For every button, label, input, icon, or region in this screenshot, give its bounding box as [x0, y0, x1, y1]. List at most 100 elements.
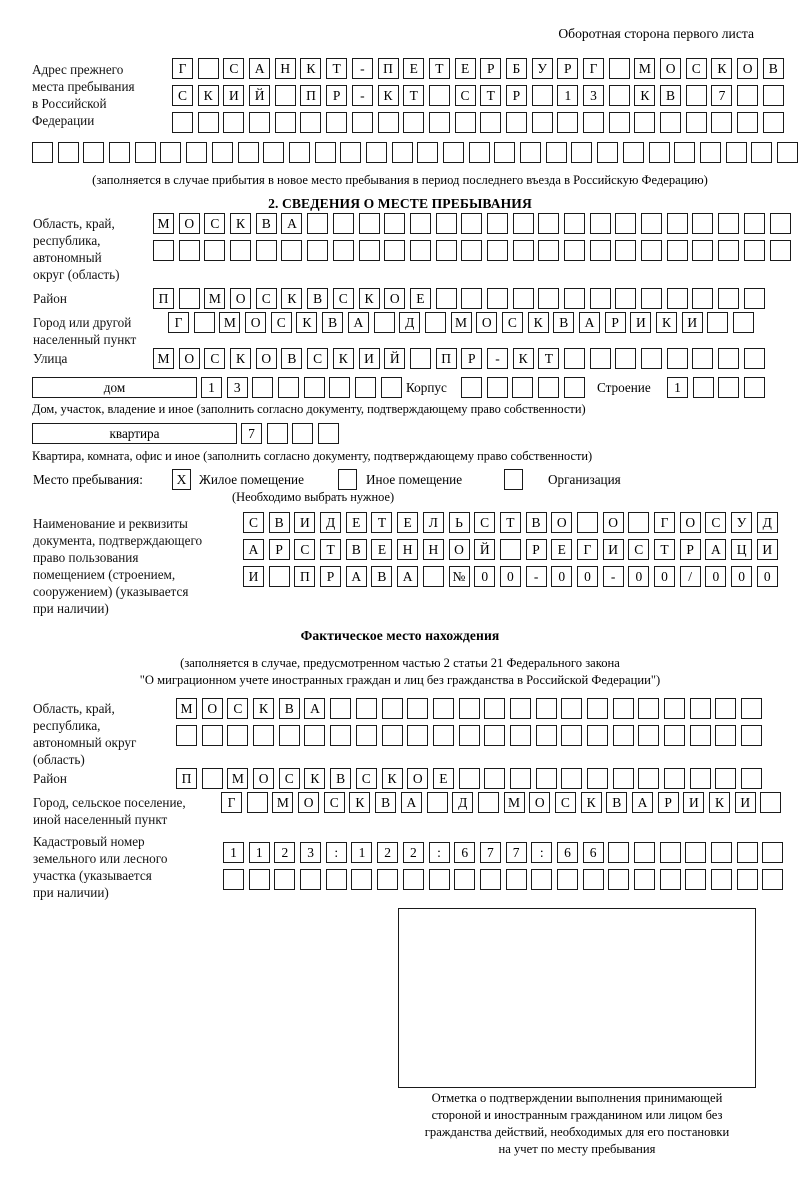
document-details-r3-cell-6[interactable]: В — [371, 566, 393, 587]
prev-address-r2-cell-3[interactable]: И — [223, 85, 245, 106]
section2-region-r2-cell-8[interactable] — [332, 240, 354, 261]
document-details-r1-cell-7[interactable]: Е — [397, 512, 419, 533]
actual-region-r2-cell-5[interactable] — [278, 725, 300, 746]
prev-address-r3-cell-17[interactable] — [583, 112, 604, 133]
actual-city-cell-10[interactable]: Д — [452, 792, 474, 813]
cadastral-r1-cell-5[interactable]: : — [325, 842, 347, 863]
cadastral-r2-cell-15[interactable] — [582, 869, 604, 890]
cadastral-r2-cell-9[interactable] — [428, 869, 450, 890]
prev-address-r4-cell-3[interactable] — [83, 142, 105, 163]
cadastral-r1-cell-9[interactable]: : — [428, 842, 450, 863]
section2-region-r2-cell-21[interactable] — [666, 240, 688, 261]
prev-address-r2-cell-20[interactable]: В — [660, 85, 682, 106]
actual-region-r1-cell-12[interactable] — [458, 698, 480, 719]
prev-address-r2-cell-7[interactable]: Р — [326, 85, 348, 106]
prev-address-r1-cell-23[interactable]: О — [737, 58, 759, 79]
section2-district-cell-7[interactable]: В — [307, 288, 329, 309]
document-details-r3-cell-19[interactable]: 0 — [705, 566, 727, 587]
prev-address-r4-cell-17[interactable] — [443, 142, 464, 163]
document-details-r1-cell-12[interactable]: В — [525, 512, 547, 533]
section2-city-cell-23[interactable] — [733, 312, 755, 333]
cadastral-r1-cell-1[interactable]: 1 — [223, 842, 244, 863]
korpus-cell-5[interactable] — [563, 377, 585, 398]
section2-district-cell-3[interactable]: М — [204, 288, 226, 309]
section2-street-cell-18[interactable] — [589, 348, 611, 369]
document-details-r1-cell-4[interactable]: Д — [320, 512, 342, 533]
actual-region-r1-cell-4[interactable]: К — [253, 698, 275, 719]
cadastral-r1-cell-6[interactable]: 1 — [351, 842, 373, 863]
document-details-r2-cell-21[interactable]: И — [756, 539, 778, 560]
prev-address-r4-cell-10[interactable] — [263, 142, 285, 163]
cadastral-r1-cell-16[interactable] — [608, 842, 630, 863]
prev-address-r2-cell-1[interactable]: С — [172, 85, 193, 106]
prev-address-r4-cell-12[interactable] — [314, 142, 336, 163]
document-details-r1-cell-15[interactable]: О — [602, 512, 624, 533]
cadastral-comb-row-2[interactable] — [223, 869, 784, 890]
cadastral-r1-cell-18[interactable] — [659, 842, 681, 863]
house-number-cell-2[interactable]: 3 — [226, 377, 248, 398]
section2-district-cell-17[interactable] — [564, 288, 585, 309]
section2-district-cell-18[interactable] — [589, 288, 611, 309]
actual-city-cell-15[interactable]: К — [580, 792, 602, 813]
section2-city-cell-16[interactable]: В — [553, 312, 575, 333]
section2-region-r2-cell-1[interactable] — [153, 240, 174, 261]
cadastral-r2-cell-10[interactable] — [454, 869, 476, 890]
document-details-r3-cell-13[interactable]: 0 — [551, 566, 573, 587]
cadastral-r2-cell-21[interactable] — [736, 869, 758, 890]
section2-region-r2-cell-5[interactable] — [255, 240, 277, 261]
stroenie-comb[interactable]: 1 — [667, 377, 766, 398]
section2-region-r1-cell-5[interactable]: В — [255, 213, 277, 234]
section2-city-cell-6[interactable]: К — [296, 312, 318, 333]
flat-number-cell-3[interactable] — [292, 423, 314, 444]
prev-address-r2-cell-18[interactable] — [608, 85, 630, 106]
cadastral-r1-cell-21[interactable] — [736, 842, 758, 863]
cadastral-r2-cell-16[interactable] — [608, 869, 630, 890]
actual-region-r1-cell-13[interactable] — [484, 698, 506, 719]
section2-street-cell-3[interactable]: С — [204, 348, 226, 369]
section2-district-cell-11[interactable]: Е — [409, 288, 431, 309]
stroenie-cell-3[interactable] — [718, 377, 740, 398]
section2-region-r1-cell-22[interactable] — [692, 213, 714, 234]
section2-region-comb-row-2[interactable] — [153, 240, 791, 261]
prev-address-r3-cell-10[interactable] — [403, 112, 425, 133]
actual-district-cell-20[interactable] — [664, 768, 686, 789]
prev-address-r4-cell-19[interactable] — [494, 142, 516, 163]
document-details-r1-cell-8[interactable]: Л — [422, 512, 444, 533]
prev-address-r1-cell-18[interactable] — [608, 58, 630, 79]
section2-region-r2-cell-18[interactable] — [589, 240, 611, 261]
actual-region-r1-cell-19[interactable] — [638, 698, 660, 719]
section2-street-cell-5[interactable]: О — [255, 348, 277, 369]
korpus-cell-4[interactable] — [538, 377, 560, 398]
actual-region-r2-cell-19[interactable] — [638, 725, 660, 746]
document-details-r1-cell-2[interactable]: В — [268, 512, 290, 533]
actual-region-r2-cell-3[interactable] — [227, 725, 249, 746]
section2-region-r1-cell-23[interactable] — [718, 213, 740, 234]
prev-address-r2-cell-8[interactable]: - — [351, 85, 373, 106]
section2-district-cell-5[interactable]: С — [255, 288, 277, 309]
prev-address-r2-cell-14[interactable]: Р — [505, 85, 527, 106]
actual-district-cell-18[interactable] — [612, 768, 634, 789]
cadastral-r2-cell-17[interactable] — [634, 869, 655, 890]
prev-address-r4-cell-30[interactable] — [776, 142, 798, 163]
prev-address-r4-cell-15[interactable] — [391, 142, 413, 163]
document-details-r3-cell-8[interactable] — [422, 566, 444, 587]
section2-region-r2-cell-12[interactable] — [435, 240, 457, 261]
section2-region-r1-cell-3[interactable]: С — [204, 213, 226, 234]
actual-region-r1-cell-3[interactable]: С — [227, 698, 249, 719]
prev-address-r1-cell-16[interactable]: Р — [557, 58, 579, 79]
section2-district-cell-15[interactable] — [512, 288, 534, 309]
section2-region-r2-cell-19[interactable] — [615, 240, 637, 261]
prev-address-r3-cell-4[interactable] — [249, 112, 271, 133]
actual-district-cell-15[interactable] — [535, 768, 557, 789]
actual-region-r2-cell-16[interactable] — [561, 725, 583, 746]
section2-region-r2-cell-15[interactable] — [512, 240, 534, 261]
actual-district-cell-16[interactable] — [561, 768, 583, 789]
actual-region-r2-cell-14[interactable] — [509, 725, 531, 746]
section2-city-cell-13[interactable]: О — [476, 312, 498, 333]
prev-address-r3-cell-7[interactable] — [326, 112, 348, 133]
